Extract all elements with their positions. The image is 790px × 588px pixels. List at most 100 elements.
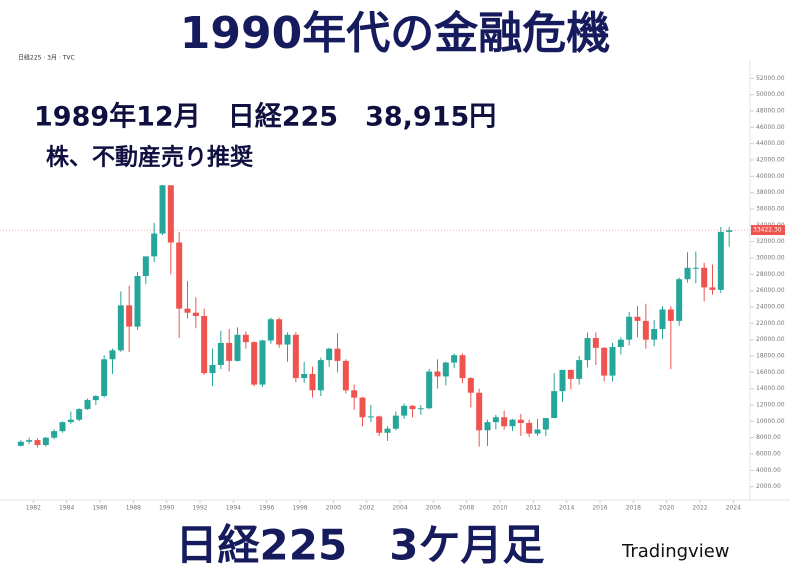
x-tick-label: 2012	[526, 505, 541, 512]
candle-body	[342, 360, 349, 391]
candle-body	[592, 338, 599, 348]
candle-body	[467, 378, 474, 393]
candle-body	[384, 428, 391, 433]
x-tick-label: 1982	[26, 505, 41, 512]
candle-body	[701, 267, 708, 288]
annotation: 1989年12月 日経225 38,915円	[34, 101, 496, 133]
y-tick-label: 6000.00	[756, 451, 781, 458]
candle-body	[367, 416, 374, 418]
x-tick-label: 2000	[326, 505, 341, 512]
source: Tradingview	[621, 541, 730, 562]
y-tick-label: 40000.00	[756, 173, 785, 180]
candle-body	[642, 320, 649, 340]
candle-body	[567, 369, 574, 379]
candle-body	[209, 364, 216, 374]
candle-body	[317, 360, 324, 391]
candle-body	[201, 315, 208, 374]
y-tick-label: 8000.00	[756, 434, 781, 441]
x-tick-label: 1990	[159, 505, 174, 512]
y-tick-label: 46000.00	[756, 124, 785, 131]
x-tick-label: 1988	[126, 505, 141, 512]
candle-body	[676, 279, 683, 321]
price-tag-label: 33422.30	[753, 227, 782, 234]
symbol-line: 日経225 · 3月 · TVC	[18, 54, 75, 62]
candle-body	[217, 342, 224, 365]
candle-body	[684, 267, 691, 280]
candle-body	[609, 347, 616, 376]
x-tick-label: 1984	[59, 505, 74, 512]
candle-body	[509, 419, 516, 427]
candle-body	[51, 431, 58, 438]
y-tick-label: 28000.00	[756, 271, 785, 278]
x-tick-label: 2018	[626, 505, 641, 512]
candle-body	[326, 348, 333, 361]
candle-body	[542, 418, 549, 430]
chart-title: 1990年代の金融危機	[180, 8, 610, 59]
candle-body	[717, 231, 724, 290]
y-tick-label: 12000.00	[756, 402, 785, 409]
candle-body	[242, 334, 249, 343]
candle-body	[117, 305, 124, 351]
footer-title: 日経225 3ケ月足	[176, 521, 545, 570]
candle-body	[442, 362, 449, 377]
candle-body	[584, 338, 591, 361]
candle-body	[26, 440, 33, 442]
candle-body	[476, 392, 483, 431]
x-tick-label: 1994	[226, 505, 241, 512]
y-tick-label: 16000.00	[756, 369, 785, 376]
candle-body	[176, 242, 183, 309]
y-tick-label: 30000.00	[756, 255, 785, 262]
candle-body	[634, 316, 641, 321]
candle-body	[17, 441, 24, 446]
candle-body	[626, 316, 633, 340]
candle-body	[709, 287, 716, 290]
x-tick-label: 2004	[392, 505, 407, 512]
candle-body	[301, 373, 308, 379]
candle-body	[426, 371, 433, 409]
candle-body	[142, 256, 149, 276]
candle-body	[184, 308, 191, 313]
candle-body	[559, 369, 566, 392]
candle-body	[276, 319, 283, 345]
candle-body	[234, 334, 241, 361]
candle-body	[126, 305, 133, 327]
x-tick-label: 1992	[192, 505, 207, 512]
candle-body	[409, 405, 416, 410]
x-tick-label: 1996	[259, 505, 274, 512]
y-tick-label: 44000.00	[756, 140, 785, 147]
y-tick-label: 26000.00	[756, 287, 785, 294]
y-tick-label: 4000.00	[756, 467, 781, 474]
candle-body	[309, 373, 316, 391]
y-tick-label: 24000.00	[756, 304, 785, 311]
candle-body	[42, 437, 49, 446]
candle-body	[459, 355, 466, 379]
candle-body	[692, 267, 699, 269]
y-tick-label: 36000.00	[756, 206, 785, 213]
candle-body	[267, 319, 274, 341]
x-tick-label: 2002	[359, 505, 374, 512]
candle-body	[101, 359, 108, 397]
candle-body	[601, 347, 608, 376]
candle-body	[517, 419, 524, 423]
y-tick-label: 52000.00	[756, 75, 785, 82]
x-tick-label: 2006	[426, 505, 441, 512]
candle-body	[167, 185, 174, 243]
y-tick-label: 50000.00	[756, 91, 785, 98]
candle-body	[284, 334, 291, 345]
x-tick-label: 2008	[459, 505, 474, 512]
candle-body	[134, 275, 141, 327]
candle-body	[576, 360, 583, 379]
x-tick-label: 2022	[692, 505, 707, 512]
candle-body	[667, 309, 674, 321]
y-tick-label: 14000.00	[756, 385, 785, 392]
x-tick-label: 1998	[292, 505, 307, 512]
candle-body	[92, 396, 99, 401]
x-tick-label: 2016	[592, 505, 607, 512]
candle-body	[151, 233, 158, 257]
candle-body	[392, 415, 399, 429]
candle-body	[351, 390, 358, 398]
plot-area	[17, 184, 733, 448]
candle-body	[492, 417, 499, 423]
